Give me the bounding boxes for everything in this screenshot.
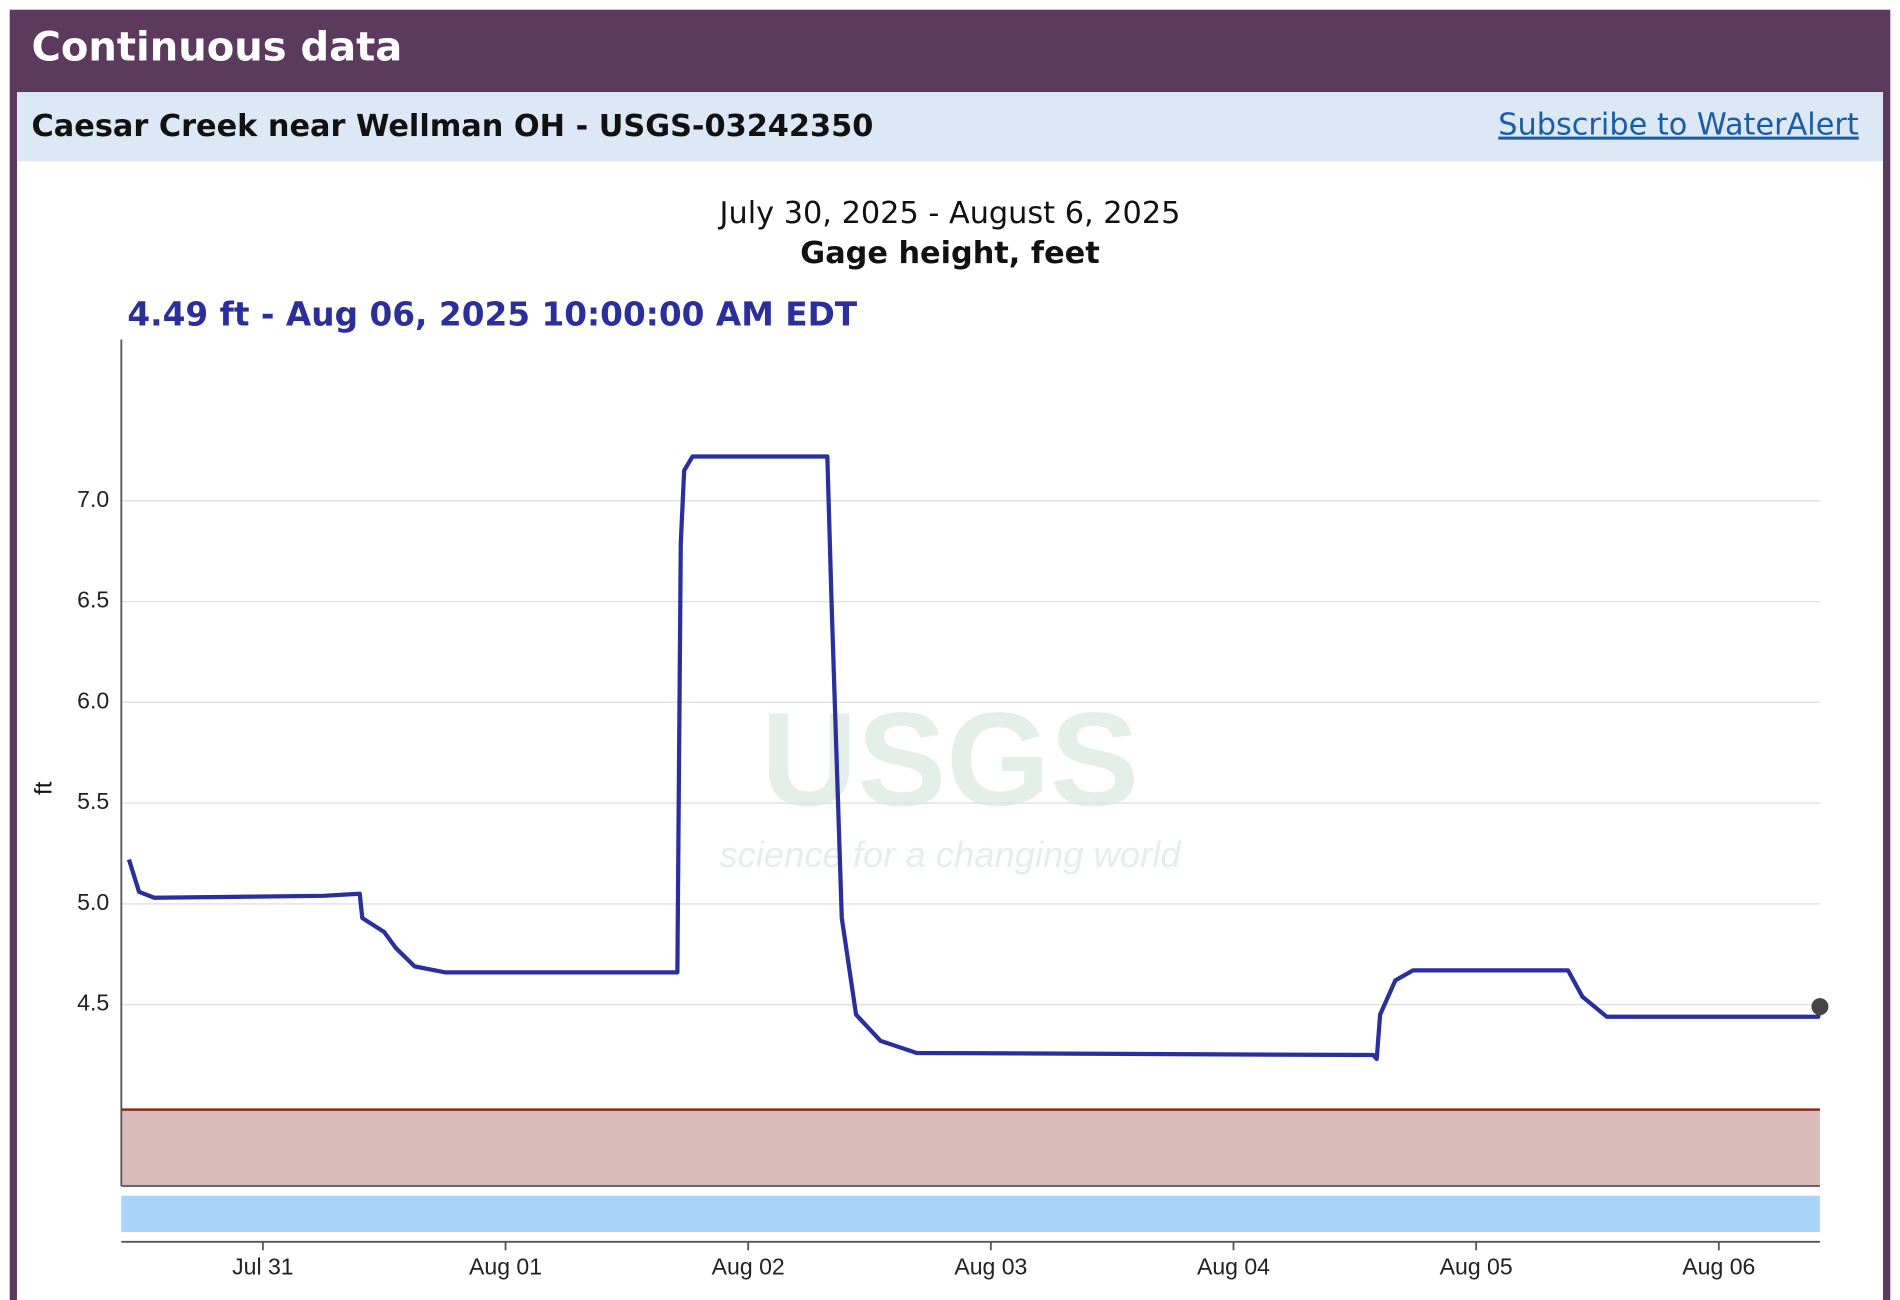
y-tick-label: 6.0 — [77, 687, 109, 713]
x-tick-label: Aug 01 — [469, 1254, 542, 1280]
y-tick-label: 6.5 — [77, 587, 109, 613]
lower-band — [121, 1109, 1820, 1187]
line-series — [126, 454, 1823, 1062]
wateralert-link[interactable]: Subscribe to WaterAlert — [1498, 108, 1859, 143]
watermark-logo: USGS — [761, 685, 1139, 834]
panel-body — [16, 92, 1884, 1300]
brush-band — [121, 1195, 1820, 1233]
x-tick-label: Aug 05 — [1440, 1254, 1513, 1280]
chart-subtitle: Gage height, feet — [800, 236, 1099, 271]
x-tick-label: Jul 31 — [232, 1254, 293, 1280]
x-tick-label: Aug 04 — [1197, 1254, 1270, 1280]
y-tick-label: 7.0 — [77, 486, 109, 512]
site-bar — [16, 92, 1884, 162]
panel-title: Continuous data — [32, 25, 403, 71]
y-tick-label: 5.0 — [77, 889, 109, 915]
y-tick-label: 5.5 — [77, 788, 109, 814]
watermark-tagline: science for a changing world — [719, 834, 1182, 875]
latest-point — [1811, 998, 1829, 1016]
chart-title: July 30, 2025 - August 6, 2025 — [718, 196, 1181, 231]
x-tick-label: Aug 03 — [954, 1254, 1027, 1280]
y-tick-label: 4.5 — [77, 990, 109, 1016]
x-tick-label: Aug 02 — [712, 1254, 785, 1280]
x-tick-label: Aug 06 — [1682, 1254, 1755, 1280]
current-value: 4.49 ft - Aug 06, 2025 10:00:00 AM EDT — [127, 296, 857, 334]
site-name: Caesar Creek near Wellman OH - USGS-0324… — [32, 109, 874, 144]
y-axis-label: ft — [30, 781, 57, 795]
